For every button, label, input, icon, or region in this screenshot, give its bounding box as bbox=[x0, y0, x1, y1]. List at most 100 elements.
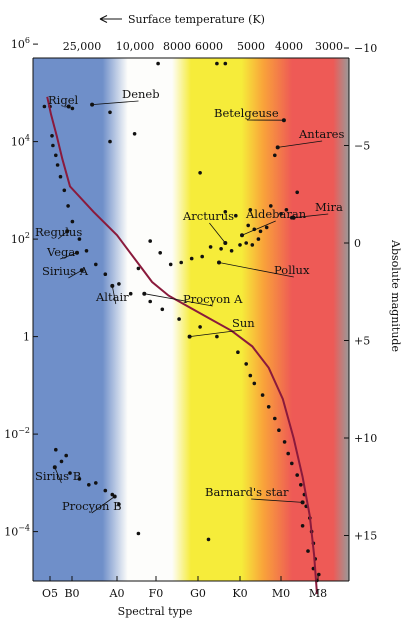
star-point bbox=[42, 104, 47, 109]
x-axis-title: Spectral type bbox=[118, 605, 193, 618]
right-tick-label: +10 bbox=[354, 432, 377, 445]
top-axis-title: Surface temperature (K) bbox=[128, 13, 265, 26]
star-point bbox=[206, 537, 211, 542]
star-point bbox=[55, 163, 60, 167]
star-point-mira bbox=[291, 215, 296, 220]
star-point-aldebaran bbox=[240, 233, 244, 238]
bottom-tick-label: B0 bbox=[64, 587, 79, 600]
bottom-tick-label: O5 bbox=[42, 587, 58, 600]
star-label-antares: Antares bbox=[298, 127, 344, 141]
right-tick-label: −10 bbox=[354, 42, 377, 55]
left-tick-label: 10−4 bbox=[4, 524, 30, 539]
leader-line-sun bbox=[189, 329, 242, 337]
star-label-mira: Mira bbox=[315, 200, 343, 214]
star-point bbox=[223, 61, 228, 66]
star-point bbox=[94, 481, 98, 485]
star-point bbox=[103, 488, 108, 493]
star-point-procyon-b bbox=[112, 494, 117, 499]
leader-line-sirius-a bbox=[68, 269, 82, 279]
star-point bbox=[168, 262, 173, 267]
bottom-tick-label: K0 bbox=[232, 587, 247, 600]
star-label-regulus: Regulus bbox=[35, 225, 82, 239]
star-point bbox=[252, 381, 257, 386]
star-point bbox=[62, 188, 67, 193]
star-point bbox=[264, 225, 269, 230]
leader-line-procyon-a bbox=[144, 293, 213, 307]
right-tick-label: −5 bbox=[354, 140, 370, 153]
star-point-sirius-a bbox=[79, 268, 84, 273]
star-point bbox=[148, 239, 152, 243]
star-point bbox=[277, 428, 281, 433]
top-tick-label: 25,000 bbox=[63, 40, 102, 53]
star-point bbox=[77, 477, 82, 481]
star-point-altair bbox=[110, 283, 115, 288]
star-point bbox=[179, 260, 183, 265]
star-point bbox=[306, 549, 310, 553]
star-point bbox=[284, 208, 289, 212]
star-point bbox=[156, 61, 160, 66]
star-point bbox=[189, 256, 194, 261]
star-point-vega bbox=[75, 250, 79, 255]
star-point bbox=[234, 213, 238, 218]
top-tick-label: 3000 bbox=[315, 40, 343, 53]
star-point bbox=[273, 153, 277, 158]
star-point bbox=[54, 153, 58, 158]
star-point bbox=[77, 237, 82, 241]
star-point bbox=[66, 204, 70, 208]
star-point-regulus bbox=[65, 229, 70, 234]
star-point bbox=[208, 245, 213, 249]
star-point bbox=[94, 262, 98, 267]
star-label-pollux: Pollux bbox=[274, 263, 310, 277]
right-axis-title: Absolute magnitude bbox=[389, 239, 402, 352]
star-label-procyon-a: Procyon A bbox=[183, 292, 243, 306]
star-point bbox=[286, 451, 291, 456]
star-point-sirius-b bbox=[52, 465, 57, 470]
star-point bbox=[68, 471, 72, 475]
leader-line-procyon-b bbox=[91, 496, 115, 514]
star-label-sirius-b: Sirius B bbox=[35, 469, 81, 483]
star-point bbox=[299, 483, 303, 487]
star-point bbox=[64, 453, 68, 458]
star-point bbox=[70, 106, 75, 111]
star-point bbox=[269, 204, 273, 208]
star-point bbox=[229, 249, 234, 253]
right-tick-label: +5 bbox=[354, 335, 370, 348]
star-point bbox=[108, 110, 112, 115]
star-point-procyon-a bbox=[142, 291, 147, 296]
bottom-tick-label: F0 bbox=[149, 587, 164, 600]
star-point bbox=[160, 307, 165, 312]
top-tick-label: 8000 bbox=[163, 40, 191, 53]
right-tick-label: +15 bbox=[354, 530, 377, 543]
bottom-tick-label: M0 bbox=[272, 587, 290, 600]
star-point bbox=[128, 291, 133, 296]
star-point-sun bbox=[187, 334, 192, 339]
leader-line-sirius-b bbox=[54, 467, 62, 484]
star-label-barnard-s-star: Barnard's star bbox=[205, 485, 289, 499]
top-tick-label: 10,000 bbox=[116, 40, 155, 53]
star-point bbox=[256, 237, 261, 241]
star-point bbox=[84, 249, 89, 253]
star-label-arcturus: Arcturus bbox=[182, 209, 234, 223]
star-point bbox=[215, 334, 219, 339]
star-point bbox=[236, 350, 240, 355]
star-point bbox=[266, 405, 271, 409]
star-label-rigel: Rigel bbox=[48, 93, 79, 107]
star-point bbox=[279, 212, 283, 216]
star-labels: Rigel Deneb Betelgeuse Antares Regulus Vega Si… bbox=[35, 87, 344, 514]
star-point-rigel bbox=[66, 104, 71, 109]
leader-line-barnard-s-star bbox=[251, 498, 303, 503]
left-tick-label: 10−2 bbox=[4, 426, 30, 441]
star-label-aldebaran: Aldebaran bbox=[245, 207, 307, 221]
leader-line-vega bbox=[60, 252, 78, 260]
star-point bbox=[250, 243, 255, 247]
star-point bbox=[136, 531, 141, 536]
left-tick-label: 1 bbox=[23, 331, 30, 344]
star-point bbox=[58, 174, 63, 179]
star-point-arcturus bbox=[223, 241, 228, 245]
star-point bbox=[59, 459, 64, 464]
star-point bbox=[136, 266, 141, 271]
star-point bbox=[215, 61, 219, 66]
leader-line-deneb bbox=[92, 100, 139, 105]
top-tick-label: 5000 bbox=[237, 40, 265, 53]
